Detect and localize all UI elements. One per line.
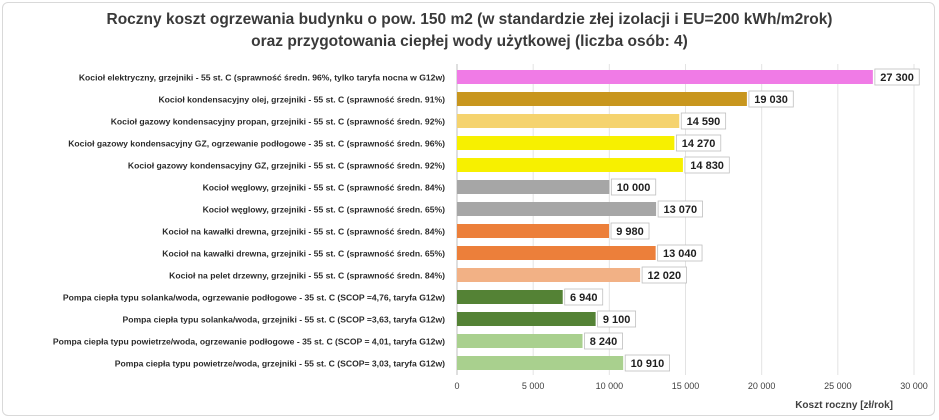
category-label: Kocioł węglowy, grzejniki - 55 st. C (sp… [203, 183, 446, 193]
value-label: 8 240 [590, 336, 618, 348]
category-label: Kocioł elektryczny, grzejniki - 55 st. C… [79, 73, 445, 83]
value-label: 12 020 [647, 270, 681, 282]
x-tick-labels: 0 5 000 10 000 15 000 20 000 25 000 30 000 [454, 381, 927, 391]
bar [457, 114, 680, 128]
x-tick-label: 10 000 [596, 381, 624, 391]
value-label: 14 830 [690, 160, 724, 172]
value-label-box [874, 68, 920, 86]
category-labels: Kocioł elektryczny, grzejniki - 55 st. C… [53, 73, 445, 369]
category-label: Kocioł gazowy kondensacyjny propan, grze… [111, 117, 445, 127]
value-label-box [597, 310, 637, 328]
bar [457, 70, 873, 84]
chart-title-line-2: oraz przygotowania ciepłej wody użytkowe… [251, 33, 688, 50]
bars-group [457, 70, 873, 370]
x-tick-label: 0 [454, 381, 459, 391]
value-label: 9 100 [603, 314, 631, 326]
bar [457, 246, 656, 260]
value-label: 6 940 [570, 292, 598, 304]
value-label-box [641, 266, 687, 284]
x-tick-label: 25 000 [824, 381, 852, 391]
bar [457, 290, 563, 304]
value-label: 19 030 [754, 94, 788, 106]
value-label-box [684, 156, 730, 174]
gridlines [456, 64, 915, 375]
value-label: 27 300 [880, 72, 914, 84]
value-label-box [657, 200, 703, 218]
value-label: 10 910 [631, 358, 665, 370]
value-label-box [657, 244, 703, 262]
category-label: Kocioł na kawałki drewna, grzejniki - 55… [162, 227, 445, 237]
bar [457, 334, 583, 348]
value-label-box [675, 134, 722, 152]
category-label: Kocioł gazowy kondensacyjny GZ, ogrzewan… [68, 139, 445, 149]
category-label: Kocioł na kawałki drewna, grzejniki - 55… [162, 249, 445, 259]
category-label: Kocioł gazowy kondensacyjny GZ, grzejnik… [128, 161, 445, 171]
x-tick-label: 30 000 [900, 381, 928, 391]
value-label-box [610, 178, 657, 196]
category-label: Pompa ciepła typu powietrze/woda, grzejn… [115, 359, 445, 369]
value-label-box [564, 288, 604, 306]
value-label: 13 040 [663, 248, 697, 260]
chart-title-line-1: Roczny koszt ogrzewania budynku o pow. 1… [106, 11, 833, 28]
value-label: 14 590 [687, 116, 721, 128]
bar [457, 202, 657, 216]
value-label-box [624, 354, 670, 372]
category-label: Kocioł kondensacyjny olej, grzejniki - 5… [158, 95, 445, 105]
bar [457, 224, 610, 238]
bar [457, 136, 675, 150]
bar [457, 268, 641, 282]
value-labels: 27 300 19 030 14 590 14 270 14 830 10 000 13 0… [564, 68, 920, 372]
value-label: 9 980 [616, 226, 644, 238]
category-label: Pompa ciepła typu powietrze/woda, ogrzew… [53, 337, 445, 347]
x-tick-label: 15 000 [672, 381, 700, 391]
value-label-box [680, 112, 727, 130]
value-label: 14 270 [682, 138, 716, 150]
value-label-box [748, 90, 794, 108]
value-label-box [610, 222, 650, 240]
x-tick-label: 5 000 [522, 381, 545, 391]
bar [457, 158, 683, 172]
value-label: 13 070 [663, 204, 697, 216]
x-axis-label: Koszt roczny [zł/rok] [795, 400, 893, 411]
bar [457, 180, 610, 194]
category-label: Pompa ciepła typu solanka/woda, ogrzewan… [63, 293, 445, 303]
bar [457, 92, 747, 106]
category-label: Pompa ciepła typu solanka/woda, grzejnik… [123, 315, 446, 325]
value-label: 10 000 [617, 182, 651, 194]
bar [457, 356, 624, 370]
category-label: Kocioł na pelet drzewny, grzejniki - 55 … [169, 271, 445, 281]
category-label: Kocioł węglowy, grzejniki - 55 st. C (sp… [203, 205, 446, 215]
bar [457, 312, 596, 326]
value-label-box [584, 332, 623, 350]
x-tick-label: 20 000 [748, 381, 776, 391]
